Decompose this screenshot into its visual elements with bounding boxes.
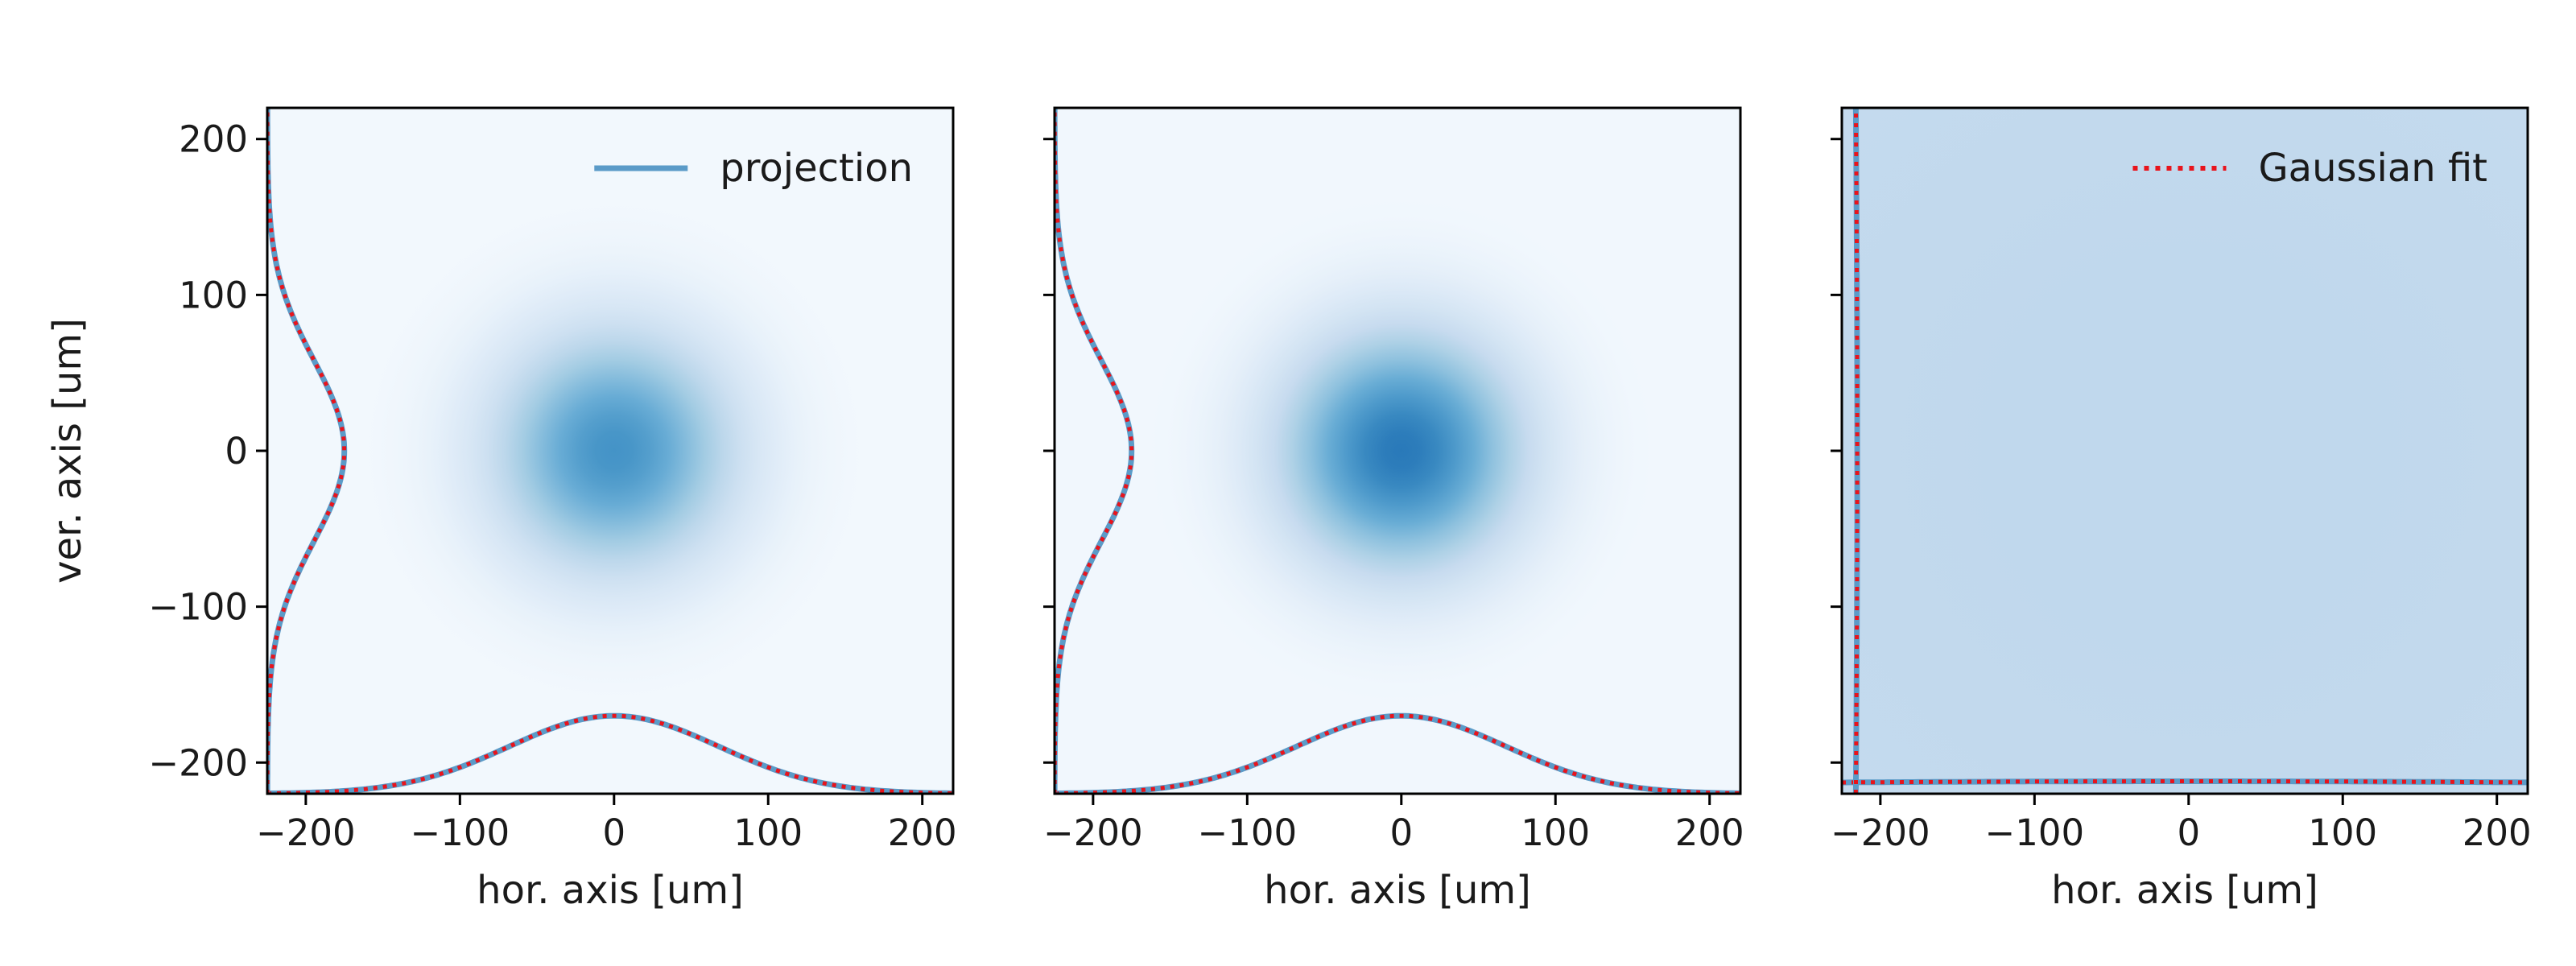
x-tick-label-middle: 0	[1389, 811, 1413, 854]
beam-image-middle	[1055, 108, 1740, 794]
projection-horizontal-left	[267, 712, 953, 794]
curves-middle	[1055, 108, 1740, 794]
y-tick-label-left: −100	[148, 586, 248, 629]
x-tick-label-right: 200	[2462, 811, 2532, 854]
x-axis-label-middle: hor. axis [um]	[1264, 868, 1531, 913]
y-tick-label-left: −200	[148, 741, 248, 784]
panel-left: −200 −100 0 100 200 −200 −100 0 100 200 hor. axis …	[45, 106, 957, 913]
x-tick-label-left: 100	[733, 811, 803, 854]
legend-label: Gaussian fit	[2258, 146, 2487, 191]
gaussian-fit-vertical-middle	[1055, 108, 1134, 794]
legend-left: projection	[594, 146, 913, 191]
projection-horizontal-middle	[1055, 712, 1740, 794]
legend-label: projection	[720, 146, 913, 191]
curves-right	[1842, 108, 2528, 794]
x-tick-label-middle: −200	[1043, 811, 1143, 854]
x-tick-label-left: 0	[602, 811, 625, 854]
y-tick-label-left: 200	[179, 118, 248, 161]
beam-image-right	[1842, 108, 2528, 794]
x-tick-label-left: −100	[411, 811, 510, 854]
x-tick-label-middle: −100	[1198, 811, 1298, 854]
x-axis-label-right: hor. axis [um]	[2051, 868, 2318, 913]
y-tick-label-left: 0	[225, 430, 248, 473]
x-tick-label-right: −100	[1985, 811, 2085, 854]
gaussian-fit-vertical-right	[1853, 108, 1860, 794]
y-tick-label-left: 100	[179, 274, 248, 316]
x-tick-label-left: 200	[888, 811, 957, 854]
gaussian-fit-vertical-left	[267, 108, 347, 794]
x-tick-label-middle: 100	[1521, 811, 1590, 854]
beam-image-left	[267, 108, 953, 794]
x-tick-label-right: 100	[2308, 811, 2377, 854]
curves-left	[267, 108, 953, 794]
legend-right: Gaussian fit	[2132, 146, 2487, 191]
x-tick-label-right: 0	[2177, 811, 2200, 854]
panel-right: −200 −100 0 100 200 hor. axis [um] Gaussian fi…	[1831, 106, 2532, 913]
x-tick-label-middle: 200	[1675, 811, 1744, 854]
y-axis-label-left: ver. axis [um]	[45, 318, 90, 584]
x-tick-label-left: −200	[256, 811, 356, 854]
x-axis-label-left: hor. axis [um]	[477, 868, 744, 913]
gaussian-fit-horizontal-right	[1842, 779, 2528, 785]
panel-middle: −200 −100 0 100 200 hor. axis [um]	[1043, 106, 1744, 913]
x-tick-label-right: −200	[1831, 811, 1930, 854]
